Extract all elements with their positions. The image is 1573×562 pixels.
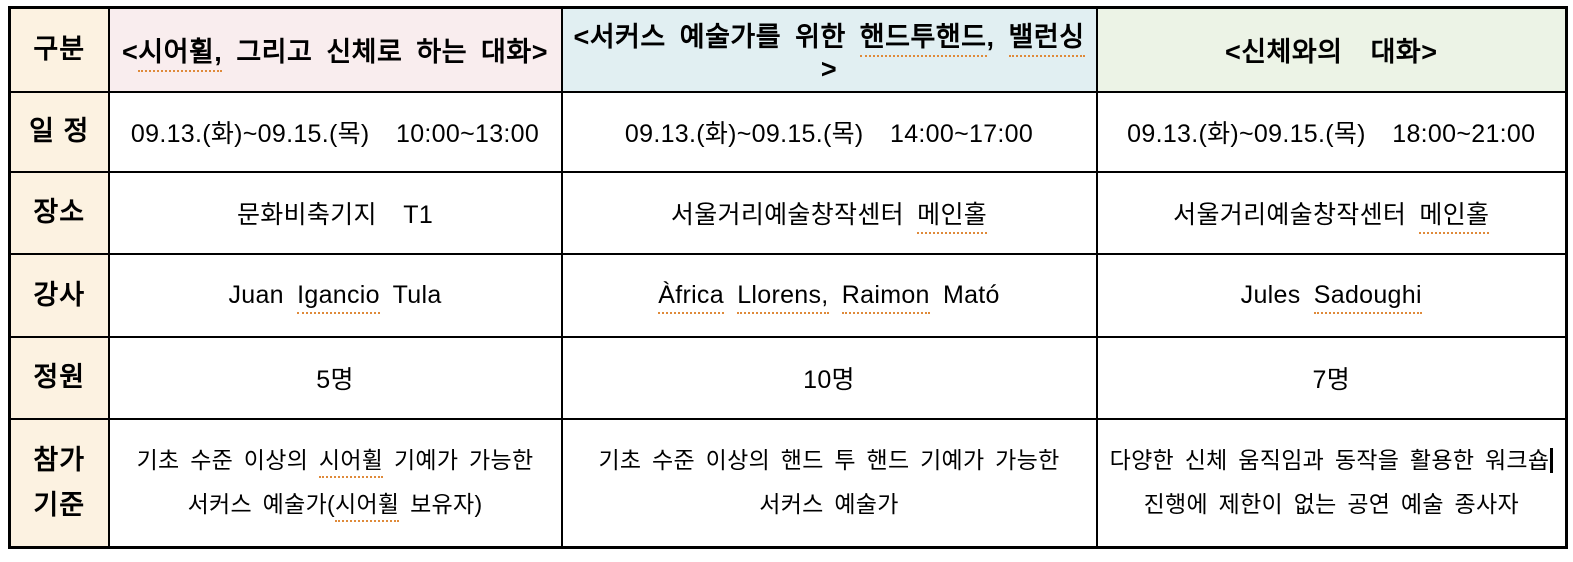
instructor-row: 강사 Juan Igancio Tula Àfrica Llorens, Rai… xyxy=(8,252,1568,338)
capacity-program3-cell[interactable]: 7명 xyxy=(1095,335,1568,420)
criteria-program1-cell[interactable]: 기초 수준 이상의 시어휠 기예가 가능한 서커스 예술가(시어휠 보유자) xyxy=(107,417,563,549)
capacity-program1-cell[interactable]: 5명 xyxy=(107,335,563,420)
criteria-row: 참가 기준 기초 수준 이상의 시어휠 기예가 가능한 서커스 예술가(시어휠 보유… xyxy=(8,417,1568,549)
venue-program3-cell[interactable]: 서울거리예술창작센터 메인홀 xyxy=(1095,170,1568,255)
text-cursor xyxy=(1550,447,1553,474)
instructor-program2-cell[interactable]: Àfrica Llorens, Raimon Mató xyxy=(560,252,1098,338)
instructor-program1-cell[interactable]: Juan Igancio Tula xyxy=(107,252,563,338)
program2-title-cell[interactable]: <서커스 예술가를 위한 핸드투핸드, 밸런싱> xyxy=(560,6,1098,93)
capacity-program2-cell[interactable]: 10명 xyxy=(560,335,1098,420)
document-page: 구분 <시어휠, 그리고 신체로 하는 대화> <서커스 예술가를 위한 핸드투… xyxy=(0,6,1573,549)
row-label-schedule[interactable]: 일 정 xyxy=(8,90,110,173)
row-label-instructor[interactable]: 강사 xyxy=(8,252,110,338)
schedule-program1-cell[interactable]: 09.13.(화)~09.15.(목) 10:00~13:00 xyxy=(107,90,563,173)
venue-row: 장소 문화비축기지 T1 서울거리예술창작센터 메인홀 서울거리예술창작센터 메… xyxy=(8,170,1568,255)
program1-title-cell[interactable]: <시어휠, 그리고 신체로 하는 대화> xyxy=(107,6,563,93)
header-row: 구분 <시어휠, 그리고 신체로 하는 대화> <서커스 예술가를 위한 핸드투… xyxy=(8,6,1568,93)
criteria-program3-cell[interactable]: 다양한 신체 움직임과 동작을 활용한 워크숍 진행에 제한이 없는 공연 예술 … xyxy=(1095,417,1568,549)
row-label-criteria[interactable]: 참가 기준 xyxy=(8,417,110,549)
schedule-row: 일 정 09.13.(화)~09.15.(목) 10:00~13:00 09.1… xyxy=(8,90,1568,173)
venue-program1-cell[interactable]: 문화비축기지 T1 xyxy=(107,170,563,255)
workshop-info-table: 구분 <시어휠, 그리고 신체로 하는 대화> <서커스 예술가를 위한 핸드투… xyxy=(8,6,1568,549)
criteria-program2-cell[interactable]: 기초 수준 이상의 핸드 투 핸드 기예가 가능한 서커스 예술가 xyxy=(560,417,1098,549)
capacity-row: 정원 5명 10명 7명 xyxy=(8,335,1568,420)
program3-title-cell[interactable]: <신체와의 대화> xyxy=(1095,6,1568,93)
row-label-capacity[interactable]: 정원 xyxy=(8,335,110,420)
instructor-program3-cell[interactable]: Jules Sadoughi xyxy=(1095,252,1568,338)
venue-program2-cell[interactable]: 서울거리예술창작센터 메인홀 xyxy=(560,170,1098,255)
corner-header-cell[interactable]: 구분 xyxy=(8,6,110,93)
row-label-venue[interactable]: 장소 xyxy=(8,170,110,255)
schedule-program2-cell[interactable]: 09.13.(화)~09.15.(목) 14:00~17:00 xyxy=(560,90,1098,173)
schedule-program3-cell[interactable]: 09.13.(화)~09.15.(목) 18:00~21:00 xyxy=(1095,90,1568,173)
